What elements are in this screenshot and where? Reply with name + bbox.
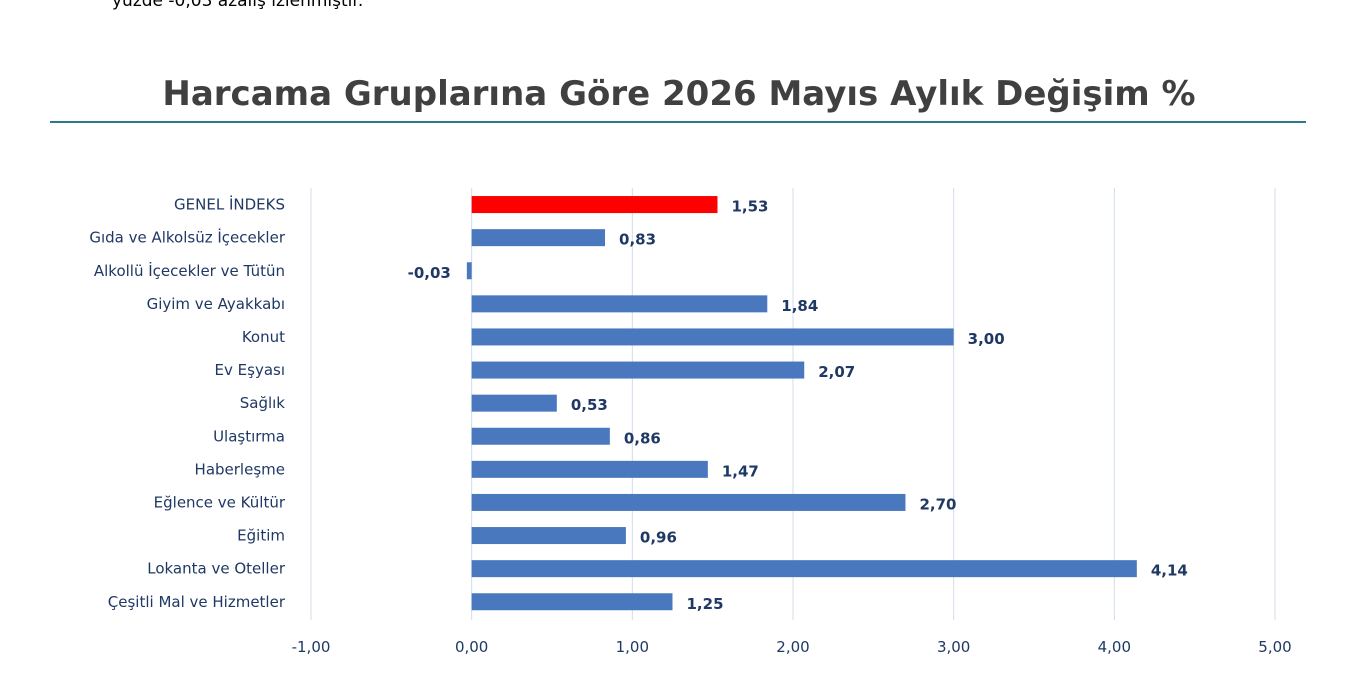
bar bbox=[466, 262, 472, 280]
category-label: Çeşitli Mal ve Hizmetler bbox=[108, 593, 286, 611]
data-label: 0,83 bbox=[619, 231, 656, 249]
bar bbox=[471, 427, 610, 445]
data-label: -0,03 bbox=[408, 264, 451, 282]
bar bbox=[471, 527, 626, 545]
category-label: Giyim ve Ayakkabı bbox=[147, 295, 285, 313]
data-label: 4,14 bbox=[1151, 562, 1188, 580]
x-tick-label: 1,00 bbox=[616, 638, 649, 656]
bar bbox=[471, 460, 708, 478]
data-label: 1,25 bbox=[687, 595, 724, 613]
category-label: Lokanta ve Oteller bbox=[147, 560, 286, 578]
bar bbox=[471, 229, 606, 247]
bar bbox=[471, 560, 1137, 578]
body-text-fragment: yüzde -0,03 azalış izlenmiştir. bbox=[112, 0, 364, 11]
x-tick-label: 5,00 bbox=[1258, 638, 1291, 656]
category-label: Eğlence ve Kültür bbox=[154, 493, 286, 511]
category-label: Sağlık bbox=[240, 394, 286, 412]
data-label: 1,47 bbox=[722, 462, 759, 480]
data-label: 3,00 bbox=[968, 330, 1005, 348]
data-label: 0,53 bbox=[571, 396, 608, 414]
data-label: 1,84 bbox=[781, 297, 818, 315]
x-tick-label: -1,00 bbox=[292, 638, 331, 656]
bar bbox=[471, 394, 557, 412]
chart-title: Harcama Gruplarına Göre 2026 Mayıs Aylık… bbox=[162, 74, 1196, 114]
category-label: Haberleşme bbox=[195, 460, 285, 478]
x-tick-label: 2,00 bbox=[776, 638, 809, 656]
data-label: 2,70 bbox=[919, 495, 956, 513]
data-label: 2,07 bbox=[818, 363, 855, 381]
category-label: Konut bbox=[242, 328, 285, 346]
category-label: Eğitim bbox=[237, 527, 285, 545]
bar bbox=[471, 361, 805, 379]
data-label: 1,53 bbox=[731, 198, 768, 216]
bar bbox=[471, 328, 954, 346]
category-label: Alkollü İçecekler ve Tütün bbox=[94, 261, 285, 280]
bar bbox=[471, 593, 673, 611]
bar bbox=[471, 196, 718, 214]
category-label: GENEL İNDEKS bbox=[174, 195, 285, 214]
bar bbox=[471, 493, 906, 511]
data-label: 0,96 bbox=[640, 529, 677, 547]
x-tick-label: 0,00 bbox=[455, 638, 488, 656]
x-tick-label: 4,00 bbox=[1098, 638, 1131, 656]
data-label: 0,86 bbox=[624, 429, 661, 447]
category-label: Ulaştırma bbox=[213, 427, 285, 445]
title-underline bbox=[50, 121, 1306, 123]
bar bbox=[471, 295, 768, 313]
category-label: Ev Eşyası bbox=[215, 361, 285, 379]
category-label: Gıda ve Alkolsüz İçecekler bbox=[89, 228, 285, 247]
x-tick-label: 3,00 bbox=[937, 638, 970, 656]
